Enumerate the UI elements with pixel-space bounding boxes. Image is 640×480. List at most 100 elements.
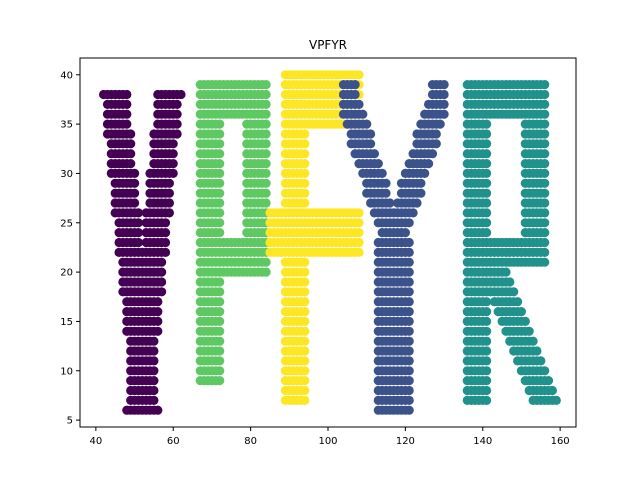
data-point	[435, 119, 445, 129]
data-point	[509, 287, 519, 297]
data-point	[215, 287, 225, 297]
data-point	[482, 159, 492, 169]
data-point	[160, 228, 171, 238]
data-point	[354, 237, 364, 248]
data-point	[172, 99, 182, 109]
data-point	[300, 159, 310, 169]
y-tick-label: 35	[60, 120, 73, 131]
data-point	[215, 129, 225, 139]
data-point	[215, 168, 225, 178]
data-point	[261, 188, 271, 198]
data-point	[261, 198, 271, 208]
data-point	[404, 218, 414, 228]
data-point	[482, 356, 492, 366]
data-point	[157, 287, 167, 297]
data-point	[164, 188, 174, 198]
data-point	[122, 109, 132, 119]
data-point	[261, 149, 271, 159]
data-point	[385, 198, 395, 208]
data-point	[404, 346, 414, 356]
data-point	[215, 178, 225, 188]
data-point	[540, 178, 550, 188]
data-point	[404, 257, 414, 267]
data-point	[482, 139, 492, 149]
data-point	[215, 366, 225, 376]
data-point	[133, 237, 143, 248]
data-point	[130, 168, 140, 178]
data-point	[215, 228, 225, 238]
data-point	[149, 395, 159, 405]
data-point	[122, 119, 132, 129]
data-point	[404, 297, 414, 307]
data-point	[300, 316, 310, 326]
data-point	[168, 149, 178, 159]
data-point	[404, 376, 414, 386]
data-point	[532, 346, 542, 356]
data-point	[540, 188, 550, 198]
data-point	[482, 188, 492, 198]
data-point	[215, 198, 225, 208]
data-point	[358, 109, 368, 119]
data-point	[300, 385, 310, 396]
data-point	[300, 346, 310, 356]
points-layer	[99, 70, 561, 415]
data-point	[300, 395, 310, 405]
data-point	[551, 395, 561, 405]
data-point	[164, 178, 174, 188]
data-point	[408, 208, 418, 218]
y-tick-label: 40	[60, 70, 73, 81]
data-point	[300, 326, 310, 336]
data-point	[420, 168, 430, 178]
data-point	[404, 287, 414, 297]
data-point	[122, 99, 132, 109]
data-point	[482, 307, 492, 317]
data-point	[261, 168, 271, 178]
data-point	[482, 346, 492, 356]
data-point	[215, 188, 225, 198]
data-point	[482, 395, 492, 405]
data-point	[540, 119, 550, 129]
data-point	[300, 188, 310, 198]
data-point	[482, 178, 492, 188]
y-axis: 5 10 15 20 25 30 35 40	[60, 70, 80, 427]
data-point	[540, 218, 550, 228]
y-tick-label: 10	[60, 366, 73, 377]
data-point	[300, 257, 310, 267]
data-point	[176, 89, 186, 100]
data-point	[404, 336, 414, 346]
data-point	[540, 198, 550, 208]
data-point	[300, 277, 310, 287]
data-point	[520, 316, 530, 326]
data-point	[540, 208, 550, 218]
data-point	[261, 159, 271, 169]
data-point	[215, 316, 225, 326]
data-point	[540, 159, 550, 169]
data-point	[354, 218, 364, 228]
data-point	[160, 237, 171, 248]
data-point	[400, 228, 410, 238]
data-point	[164, 198, 174, 208]
data-point	[404, 366, 414, 376]
x-tick-label: 140	[473, 436, 492, 447]
data-point	[439, 89, 449, 100]
y-tick-label: 30	[60, 169, 73, 180]
data-point	[300, 129, 310, 139]
data-point	[482, 208, 492, 218]
x-tick-label: 60	[167, 436, 180, 447]
data-point	[215, 326, 225, 336]
y-tick-label: 25	[60, 218, 73, 229]
data-point	[157, 267, 167, 277]
data-point	[149, 366, 159, 376]
data-point	[482, 366, 492, 376]
data-point	[300, 376, 310, 386]
data-point	[431, 139, 441, 149]
data-point	[354, 247, 364, 257]
data-point	[130, 198, 140, 208]
x-tick-label: 80	[244, 436, 257, 447]
data-point	[482, 119, 492, 129]
data-point	[350, 89, 360, 100]
data-point	[300, 139, 310, 149]
data-point	[516, 307, 527, 317]
data-point	[168, 139, 178, 149]
data-point	[215, 297, 225, 307]
